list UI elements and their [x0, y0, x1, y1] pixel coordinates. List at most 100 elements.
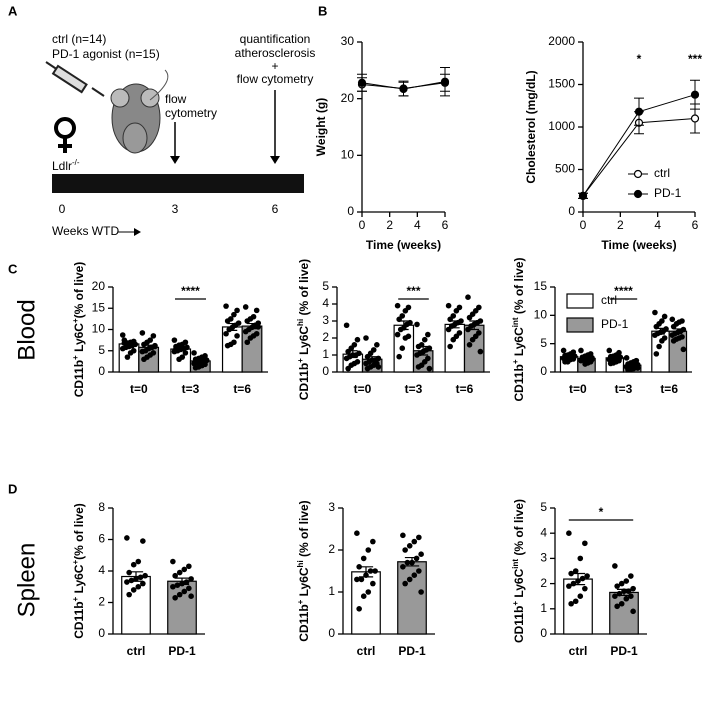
data-point — [345, 365, 351, 372]
x-tick-label: t=0 — [354, 382, 372, 396]
data-point — [612, 563, 618, 569]
data-point — [183, 579, 190, 585]
group-label: ctrl (n=14) — [52, 32, 106, 46]
data-point — [182, 350, 189, 356]
error-bar — [128, 571, 144, 582]
data-point — [370, 538, 376, 545]
data-point — [363, 335, 369, 341]
data-point — [186, 585, 192, 592]
syringe — [45, 61, 105, 97]
data-point — [170, 558, 176, 565]
significance: * — [637, 52, 642, 66]
y-axis-label-part: Ly6C — [72, 564, 86, 597]
y-axis-label-part: Ly6C — [512, 327, 526, 360]
data-point — [139, 348, 146, 355]
data-point — [374, 342, 380, 348]
error-bar — [418, 345, 429, 356]
y-tick-label: 15 — [534, 279, 548, 293]
x-tick-label: 4 — [654, 218, 661, 232]
data-point — [242, 328, 249, 335]
data-point — [400, 532, 406, 539]
data-point — [418, 551, 424, 557]
y-tick-label: 1500 — [548, 77, 575, 91]
y-tick-label: 5 — [322, 279, 329, 293]
error-bar — [564, 355, 574, 359]
panel-letter: C — [8, 261, 18, 276]
significance: *** — [406, 284, 420, 298]
arrow-head — [134, 228, 141, 236]
y-tick-label: 0 — [540, 626, 547, 640]
error-bar — [347, 350, 358, 359]
data-point — [623, 595, 630, 602]
data-point — [579, 575, 586, 582]
data-point — [690, 114, 700, 123]
data-point — [176, 591, 183, 598]
y-axis-label: CD11b+ Ly6Cint (% of live) — [511, 499, 527, 643]
data-point — [141, 341, 147, 348]
y-axis-label-part: Ly6C — [512, 568, 526, 601]
data-point — [582, 540, 588, 547]
data-point — [634, 107, 644, 116]
timeline-bar — [52, 174, 304, 193]
data-point — [139, 330, 146, 336]
data-point — [656, 343, 662, 350]
data-point — [562, 359, 568, 365]
error-bar — [195, 359, 206, 363]
y-axis-label-part: + — [71, 318, 80, 323]
event-label: quantification — [240, 32, 311, 46]
x-tick-label: PD-1 — [168, 644, 196, 658]
y-tick-label: 2 — [98, 595, 105, 609]
data-point — [416, 568, 422, 574]
data-point — [244, 339, 251, 346]
error-bar — [469, 320, 480, 331]
y-tick-label: 0 — [98, 626, 105, 640]
y-tick-label: 2000 — [548, 34, 575, 48]
data-point — [354, 530, 360, 536]
x-tick-label: 6 — [692, 218, 699, 232]
data-point — [680, 346, 687, 353]
x-tick-label: t=3 — [615, 382, 633, 396]
x-tick-label: ctrl — [357, 644, 376, 658]
y-axis-label: CD11b+ Ly6C+(% of live) — [71, 503, 87, 639]
arrow-head — [270, 156, 280, 164]
data-point — [343, 322, 350, 329]
x-tick-label: 4 — [414, 218, 421, 232]
data-point — [426, 365, 433, 372]
data-point — [572, 568, 579, 574]
data-point — [416, 534, 422, 541]
error-bar — [627, 363, 637, 367]
data-point — [140, 538, 146, 544]
y-tick-label: 4 — [98, 563, 105, 577]
data-point — [623, 578, 630, 584]
data-point — [661, 313, 668, 320]
y-tick-label: 10 — [341, 148, 355, 162]
data-point — [354, 336, 361, 343]
error-bar — [656, 327, 665, 335]
y-tick-label: 0 — [347, 204, 354, 218]
legend-label: PD-1 — [601, 317, 629, 331]
data-point — [582, 361, 588, 367]
y-axis-label: CD11b+ Ly6Cint (% of live) — [511, 257, 527, 401]
data-point — [411, 538, 418, 545]
y-axis-label: CD11b+ Ly6C+(% of live) — [71, 262, 87, 398]
y-tick-label: 0 — [568, 204, 575, 218]
data-point — [402, 308, 409, 314]
data-point — [614, 603, 620, 610]
data-point — [618, 600, 625, 607]
data-point — [607, 360, 614, 367]
data-point — [119, 332, 126, 338]
x-tick-label: t=6 — [233, 382, 251, 396]
x-tick-label: 2 — [386, 218, 393, 232]
y-tick-label: 4 — [322, 296, 329, 310]
y-axis-label-part: hi — [296, 319, 305, 326]
significance: **** — [181, 284, 200, 298]
data-point — [652, 309, 658, 316]
data-point — [367, 568, 374, 574]
data-point — [566, 530, 572, 536]
y-axis-label-part: (% of live) — [512, 257, 526, 317]
event-label: flow cytometry — [237, 72, 314, 86]
data-point — [421, 336, 428, 343]
data-point — [360, 593, 367, 599]
data-point — [126, 569, 132, 576]
panel-letter: B — [318, 3, 327, 18]
